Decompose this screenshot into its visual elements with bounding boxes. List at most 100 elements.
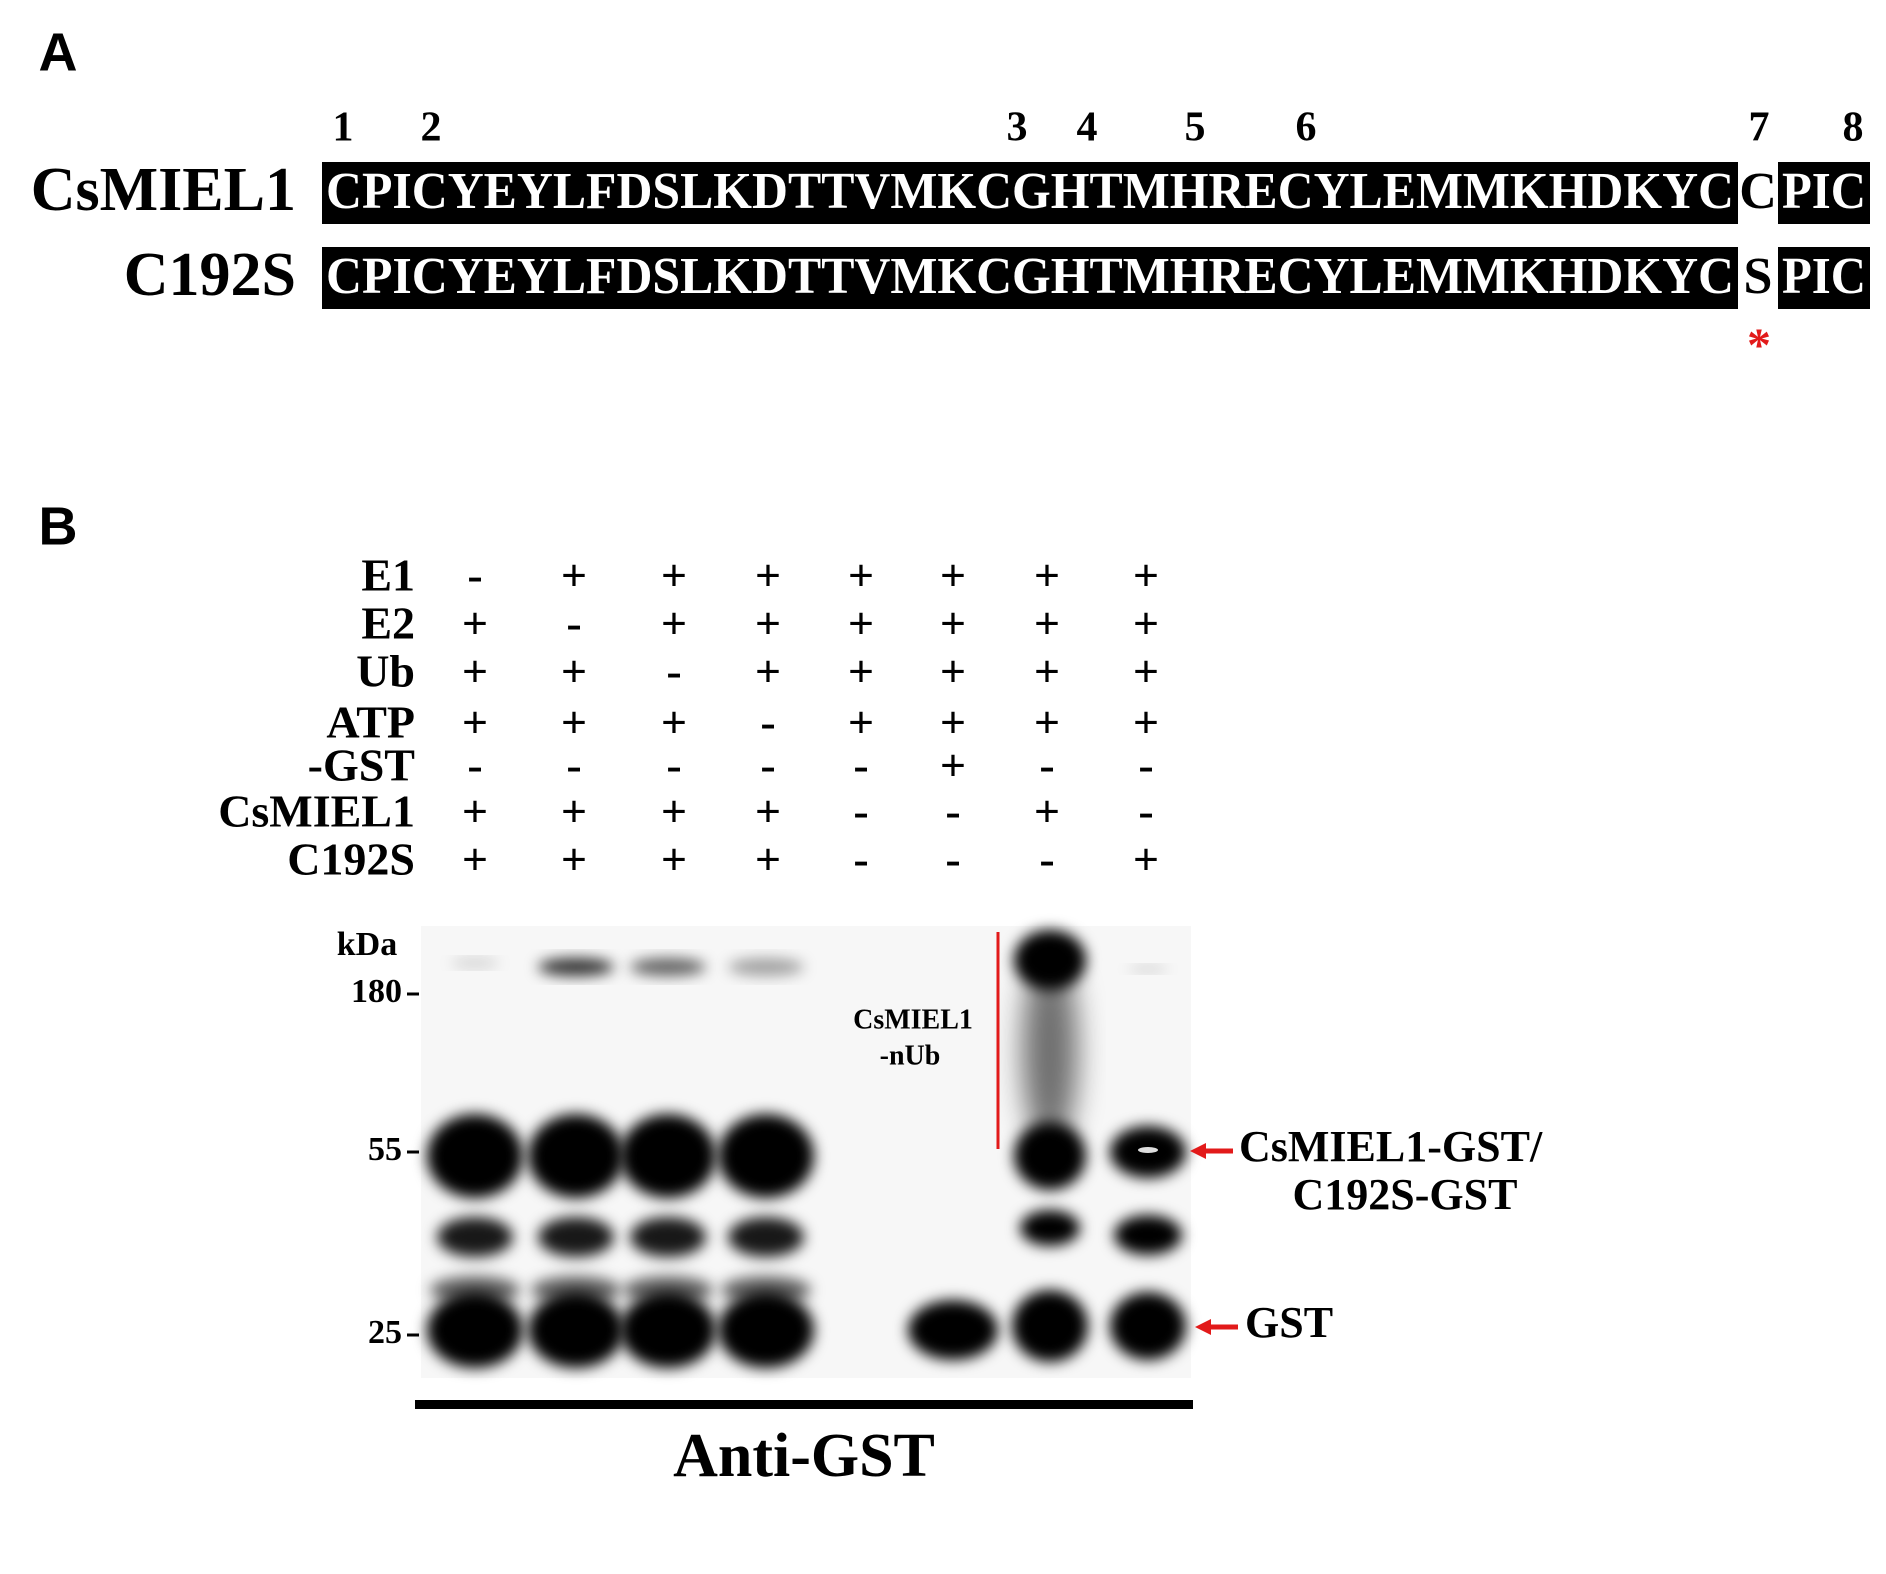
condition-sign: + [940, 646, 966, 697]
sequence-block [1778, 162, 1870, 224]
band [430, 1276, 520, 1304]
condition-sign: + [661, 550, 687, 601]
condition-name: -GST [308, 740, 415, 791]
condition-sign: + [940, 740, 966, 791]
position-number: 6 [1296, 105, 1317, 151]
condition-sign: + [561, 646, 587, 697]
band [528, 1114, 624, 1198]
arrow [1195, 1319, 1238, 1335]
band-core [1138, 1147, 1158, 1153]
condition-sign: + [755, 786, 781, 837]
condition-sign: - [1039, 740, 1054, 791]
condition-sign: - [945, 786, 960, 837]
kda-label: kDa [337, 926, 397, 963]
sequence-block [1778, 247, 1870, 309]
panel-label: A [39, 22, 78, 82]
sequence-block [322, 247, 1738, 309]
condition-sign: + [1034, 646, 1060, 697]
condition-sign: + [848, 697, 874, 748]
mutation-marker: * [1747, 319, 1771, 372]
band-label: C192S-GST [1293, 1170, 1518, 1219]
condition-sign: + [1133, 697, 1159, 748]
condition-name: ATP [326, 697, 415, 748]
band [630, 958, 706, 976]
condition-sign: + [561, 834, 587, 885]
condition-name: E1 [361, 550, 415, 601]
condition-sign: + [661, 598, 687, 649]
band [1022, 950, 1078, 1150]
band [427, 1114, 523, 1198]
band [721, 1276, 811, 1304]
condition-sign: + [462, 646, 488, 697]
band [451, 959, 499, 967]
condition-sign: + [661, 834, 687, 885]
marker-label: 55 [368, 1131, 402, 1168]
sequence: PIC [1782, 248, 1866, 305]
condition-sign: + [1133, 646, 1159, 697]
band [538, 958, 614, 976]
band [630, 1217, 706, 1257]
condition-sign: + [462, 598, 488, 649]
condition-name: C192S [287, 834, 415, 885]
condition-sign: - [467, 740, 482, 791]
condition-sign: - [666, 740, 681, 791]
condition-sign: + [1133, 550, 1159, 601]
sequence: CPICYEYLFDSLKDTTVMKCGHTMHRECYLEMMKHDKYC [326, 163, 1734, 220]
position-number: 8 [1843, 105, 1864, 151]
sequence-block [322, 162, 1738, 224]
band [437, 1217, 513, 1257]
marker-label: 180 [351, 973, 402, 1010]
condition-sign: - [666, 646, 681, 697]
condition-sign: + [848, 598, 874, 649]
band [1110, 1292, 1186, 1360]
position-number: 7 [1749, 105, 1770, 151]
condition-sign: - [467, 550, 482, 601]
sequence: CPICYEYLFDSLKDTTVMKCGHTMHRECYLEMMKHDKYC [326, 248, 1734, 305]
condition-sign: + [661, 786, 687, 837]
condition-sign: + [462, 834, 488, 885]
band [1020, 1210, 1080, 1246]
condition-sign: - [566, 740, 581, 791]
condition-sign: + [462, 697, 488, 748]
condition-sign: - [945, 834, 960, 885]
condition-sign: + [940, 598, 966, 649]
band-label: GST [1245, 1298, 1333, 1347]
position-number: 4 [1077, 105, 1098, 151]
smear-label: CsMIEL1 [853, 1004, 973, 1035]
panel-label: B [39, 496, 78, 556]
condition-name: CsMIEL1 [218, 786, 415, 837]
band [728, 958, 804, 976]
condition-sign: + [1034, 550, 1060, 601]
position-number: 3 [1007, 105, 1028, 151]
blot [427, 930, 1186, 1368]
condition-sign: + [755, 550, 781, 601]
condition-sign: + [848, 646, 874, 697]
condition-sign: - [853, 834, 868, 885]
condition-sign: + [940, 697, 966, 748]
band [1128, 966, 1168, 972]
condition-sign: - [760, 697, 775, 748]
condition-sign: + [848, 550, 874, 601]
band [1014, 1122, 1086, 1190]
band [620, 1114, 716, 1198]
row-name: C192S [124, 241, 296, 309]
band [531, 1276, 621, 1304]
condition-sign: - [1138, 740, 1153, 791]
condition-sign: + [755, 646, 781, 697]
condition-sign: + [1034, 598, 1060, 649]
antibody-label: Anti-GST [673, 1422, 935, 1490]
marker-label: 25 [368, 1314, 402, 1351]
lane-bar [415, 1400, 1193, 1409]
band [623, 1276, 713, 1304]
condition-sign: + [1034, 786, 1060, 837]
condition-sign: + [755, 834, 781, 885]
band [1014, 930, 1086, 990]
condition-sign: + [1133, 598, 1159, 649]
condition-sign: + [561, 786, 587, 837]
condition-sign: + [1133, 834, 1159, 885]
condition-name: E2 [361, 598, 415, 649]
band [908, 1300, 998, 1360]
condition-sign: + [940, 550, 966, 601]
position-number: 1 [333, 105, 354, 151]
